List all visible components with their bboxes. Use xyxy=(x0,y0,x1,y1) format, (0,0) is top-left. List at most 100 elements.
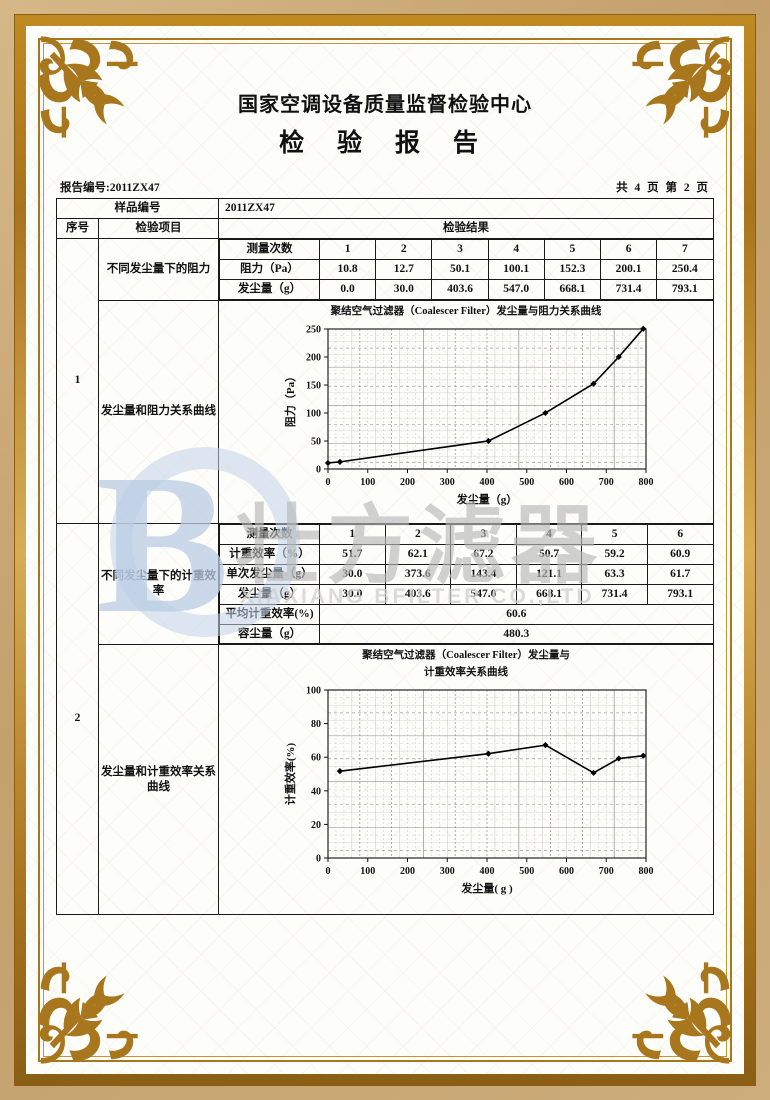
resistance-6: 200.1 xyxy=(600,258,658,280)
efficiency-6: 60.9 xyxy=(646,543,714,565)
header-item: 检验项目 xyxy=(98,217,219,239)
chart2-plot: 0 20 40 60 80 100 0 100 200 300 400 500 600 700 800 发尘量… xyxy=(283,685,654,895)
label-dust-amount: 发尘量（g） xyxy=(219,278,320,300)
average-efficiency-value: 60.6 xyxy=(319,603,714,625)
efficiency-1: 51.7 xyxy=(319,543,386,565)
chart1-plot: 0 50 100 150 200 250 0 100 200 300 400 500 600 700 800… xyxy=(283,324,654,506)
row2-efficiency-data: 2 不同发尘量下的计重效率 测量次数 1 2 3 4 xyxy=(56,522,714,915)
count2-3: 3 xyxy=(450,523,517,545)
single-dust-1: 30.0 xyxy=(319,563,386,585)
svg-text:600: 600 xyxy=(559,866,574,877)
dust-5: 668.1 xyxy=(543,278,602,300)
dust-1: 0.0 xyxy=(318,278,377,300)
row2-chart-row: 发尘量和计重效率关系曲线 聚结空气过滤器（Coalescer Filter）发尘… xyxy=(57,644,714,915)
dust-capacity-value: 480.3 xyxy=(319,623,714,645)
table-row: 计重效率（%） 51.7 62.1 67.2 50.7 59.2 60.9 xyxy=(219,543,714,565)
svg-text:500: 500 xyxy=(519,477,534,488)
svg-text:200: 200 xyxy=(400,477,415,488)
resistance-4: 100.1 xyxy=(487,258,545,280)
svg-text:100: 100 xyxy=(360,477,375,488)
svg-text:20: 20 xyxy=(311,820,321,831)
svg-text:0: 0 xyxy=(326,477,331,488)
label-efficiency: 计重效率（%） xyxy=(219,543,320,565)
header-sn: 序号 xyxy=(56,217,99,239)
count-4: 4 xyxy=(487,238,545,260)
svg-text:800: 800 xyxy=(639,477,654,488)
svg-text:300: 300 xyxy=(440,477,455,488)
label-dust-capacity: 容尘量（g） xyxy=(219,623,320,645)
dust2-4: 668.1 xyxy=(515,583,583,605)
issuing-organization: 国家空调设备质量监督检验中心 xyxy=(238,94,532,116)
row1-item-curve: 发尘量和阻力关系曲线 xyxy=(98,299,219,524)
chart1-title: 聚结空气过滤器（Coalescer Filter）发尘量与阻力关系曲线 xyxy=(330,305,602,317)
table-row: 容尘量（g） 480.3 xyxy=(219,623,714,645)
svg-text:100: 100 xyxy=(360,866,375,877)
svg-text:50: 50 xyxy=(311,436,321,447)
count2-2: 2 xyxy=(384,523,452,545)
count-3: 3 xyxy=(431,238,489,260)
svg-text:0: 0 xyxy=(326,866,331,877)
report-number-value: 2011ZX47 xyxy=(109,182,160,194)
count2-5: 5 xyxy=(581,523,648,545)
svg-text:计重效率(%): 计重效率(%) xyxy=(283,742,297,805)
row2-item-curve: 发尘量和计重效率关系曲线 xyxy=(98,644,219,915)
svg-text:100: 100 xyxy=(306,408,321,419)
resistance-7: 250.4 xyxy=(656,258,714,280)
table-row: 阻力（Pa） 10.8 12.7 50.1 100.1 152.3 200.1 … xyxy=(219,258,714,280)
resistance-2: 12.7 xyxy=(375,258,433,280)
corner-ornament-top-right xyxy=(628,32,738,142)
count2-4: 4 xyxy=(515,523,583,545)
row2-serial-number: 2 xyxy=(56,522,99,915)
single-dust-2: 373.6 xyxy=(384,563,452,585)
chart2-title-line2: 计重效率关系曲线 xyxy=(424,666,508,678)
chart2-title-line1: 聚结空气过滤器（Coalescer Filter）发尘量与 xyxy=(362,650,570,662)
page-info: 共 4 页 第 2 页 xyxy=(616,182,710,194)
svg-text:600: 600 xyxy=(559,477,574,488)
svg-text:40: 40 xyxy=(311,786,321,797)
svg-text:500: 500 xyxy=(519,866,534,877)
row1-chart-row: 发尘量和阻力关系曲线 聚结空气过滤器（Coalescer Filter）发尘量与… xyxy=(57,299,714,524)
dust2-6: 793.1 xyxy=(646,583,714,605)
chart-resistance: 聚结空气过滤器（Coalescer Filter）发尘量与阻力关系曲线 0 50 1… xyxy=(219,301,713,523)
svg-text:200: 200 xyxy=(306,352,321,363)
count-7: 7 xyxy=(656,238,714,260)
svg-text:300: 300 xyxy=(440,866,455,877)
count-2: 2 xyxy=(375,238,433,260)
row2-item-efficiency: 不同发尘量下的计重效率 xyxy=(98,522,219,646)
resistance-1: 10.8 xyxy=(318,258,377,280)
row1-resistance-data: 1 不同发尘量下的阻力 测量次数 1 2 3 4 xyxy=(56,237,714,524)
report-number-group: 报告编号:2011ZX47 xyxy=(60,179,160,195)
table-row: 单次发尘量（g） 30.0 373.6 143.4 121.1 63.3 61.… xyxy=(219,563,714,585)
dust2-3: 547.0 xyxy=(450,583,517,605)
svg-text:0: 0 xyxy=(316,853,321,864)
svg-text:400: 400 xyxy=(480,866,495,877)
label-dust-amount-2: 发尘量（g） xyxy=(219,583,320,605)
dust2-5: 731.4 xyxy=(581,583,648,605)
table-header-row: 序号 检验项目 检验结果 xyxy=(56,217,714,239)
label-single-dust: 单次发尘量（g） xyxy=(219,563,320,585)
count-5: 5 xyxy=(543,238,602,260)
svg-text:100: 100 xyxy=(306,685,321,696)
dust-3: 403.6 xyxy=(431,278,489,300)
efficiency-4: 50.7 xyxy=(515,543,583,565)
svg-text:400: 400 xyxy=(480,477,495,488)
efficiency-5: 59.2 xyxy=(581,543,648,565)
efficiency-subtable: 测量次数 1 2 3 4 5 6 计重效率（%） xyxy=(219,523,714,645)
svg-text:发尘量（g）: 发尘量（g） xyxy=(456,492,518,506)
svg-text:发尘量( g ): 发尘量( g ) xyxy=(460,881,513,895)
table-row: 测量次数 1 2 3 4 5 6 7 xyxy=(219,238,714,260)
header-result: 检验结果 xyxy=(218,217,714,239)
svg-text:60: 60 xyxy=(311,753,321,764)
corner-ornament-bottom-right xyxy=(628,958,738,1068)
table-row: 发尘量（g） 30.0 403.6 547.0 668.1 731.4 793.… xyxy=(219,583,714,605)
corner-ornament-top-left xyxy=(32,32,142,142)
row1-serial-number: 1 xyxy=(56,237,99,524)
corner-ornament-bottom-left xyxy=(32,958,142,1068)
table-row: 平均计重效率(%) 60.6 xyxy=(219,603,714,625)
dust-7: 793.1 xyxy=(656,278,714,300)
chart1-cell: 聚结空气过滤器（Coalescer Filter）发尘量与阻力关系曲线 0 50 1… xyxy=(218,299,714,524)
inner-gold-rule xyxy=(38,38,732,1062)
efficiency-3: 67.2 xyxy=(450,543,517,565)
svg-text:80: 80 xyxy=(311,719,321,730)
